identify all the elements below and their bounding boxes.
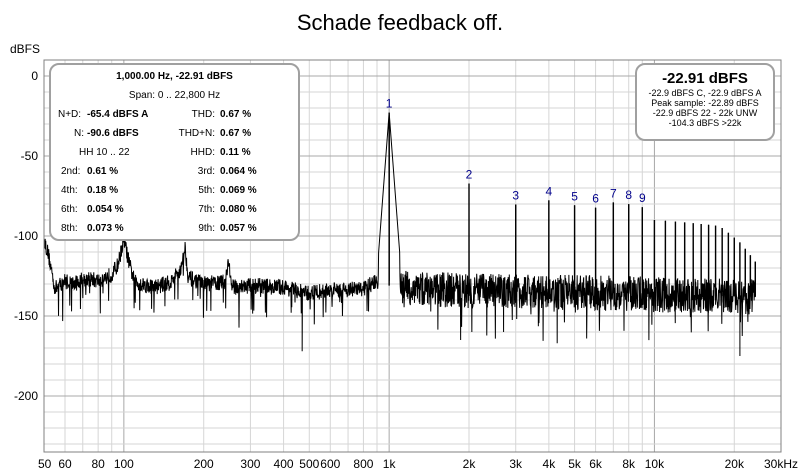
x-tick-label: 20k: [725, 457, 745, 471]
thd-value: 0.67 %: [220, 109, 252, 120]
h2-label: 2nd:: [61, 166, 81, 177]
level-line-4: -104.3 dBFS >22k: [668, 118, 742, 128]
harmonic-label: 2: [466, 168, 473, 182]
h9-label: 9th:: [198, 223, 215, 234]
x-tick-label: 5k: [568, 457, 582, 471]
h4-label: 4th:: [61, 185, 78, 196]
chart-title: Schade feedback off.: [297, 10, 503, 35]
x-tick-label: 10k: [645, 457, 665, 471]
distortion-info-box: 1,000.00 Hz, -22.91 dBFS Span: 0 .. 22,8…: [49, 63, 300, 241]
harmonic-label: 8: [625, 188, 632, 202]
level-line-2: Peak sample: -22.89 dBFS: [651, 98, 759, 108]
y-tick-label: -100: [14, 229, 38, 243]
level-line-1: -22.9 dBFS C, -22.9 dBFS A: [648, 88, 762, 98]
thdn-value: 0.67 %: [220, 128, 252, 139]
x-tick-labels: 50 60 80 100 200 300 400 500 600 800 1k 2k 3k 4k 5k 6k 8…: [38, 457, 798, 471]
x-tick-label: 6k: [589, 457, 603, 471]
h9-value: 0.057 %: [220, 223, 257, 234]
x-tick-label: 4k: [543, 457, 557, 471]
harmonic-label: 6: [592, 192, 599, 206]
n-value: -90.6 dBFS: [87, 128, 139, 139]
hhd-label: HHD:: [190, 147, 215, 158]
h3-value: 0.064 %: [220, 166, 257, 177]
x-tick-label: 8k: [622, 457, 636, 471]
nd-value: -65.4 dBFS A: [87, 109, 149, 120]
x-tick-label: 800: [353, 457, 373, 471]
thd-label: THD:: [191, 109, 215, 120]
x-tick-label: 200: [194, 457, 214, 471]
plot-border: [43, 59, 782, 453]
x-tick-label: 400: [274, 457, 294, 471]
h6-label: 6th:: [61, 204, 78, 215]
h7-label: 7th:: [198, 204, 215, 215]
hh-label: HH 10 .. 22: [79, 147, 130, 158]
x-tick-label: 80: [91, 457, 105, 471]
h3-label: 3rd:: [197, 166, 215, 177]
h4-value: 0.18 %: [87, 185, 119, 196]
spectrum-trace: [43, 112, 756, 357]
info-span: Span: 0 .. 22,800 Hz: [128, 90, 221, 101]
y-tick-label: -150: [14, 309, 38, 323]
harmonic-label: 4: [546, 184, 553, 198]
x-tick-label: 300: [240, 457, 260, 471]
x-tick-label: 60: [58, 457, 72, 471]
harmonic-label: 1: [386, 97, 393, 111]
h8-value: 0.073 %: [87, 223, 124, 234]
h2-value: 0.61 %: [87, 166, 119, 177]
y-tick-label: -200: [14, 389, 38, 403]
y-tick-label: -50: [21, 149, 39, 163]
n-label: N:: [74, 128, 84, 139]
x-tick-label: 100: [114, 457, 134, 471]
harmonic-labels: 1 2 3 4 5 6 7 8 9: [386, 97, 646, 206]
level-main: -22.91 dBFS: [662, 70, 748, 87]
harmonic-label: 7: [610, 186, 617, 200]
level-box: -22.91 dBFS -22.9 dBFS C, -22.9 dBFS A P…: [635, 63, 775, 141]
h6-value: 0.054 %: [87, 204, 124, 215]
x-tick-label: 500: [299, 457, 319, 471]
hhd-value: 0.11 %: [220, 147, 251, 158]
h5-value: 0.069 %: [220, 185, 257, 196]
x-tick-label: 30kHz: [764, 457, 798, 471]
info-header: 1,000.00 Hz, -22.91 dBFS: [116, 71, 233, 82]
harmonic-peaks: [388, 112, 756, 297]
x-tick-label: 50: [38, 457, 52, 471]
harmonic-label: 3: [512, 188, 519, 202]
h5-label: 5th:: [198, 185, 215, 196]
nd-label: N+D:: [58, 109, 82, 120]
level-line-3: -22.9 dBFS 22 - 22k UNW: [652, 108, 758, 118]
h8-label: 8th:: [61, 223, 78, 234]
h7-value: 0.080 %: [220, 204, 257, 215]
y-axis-label: dBFS: [10, 42, 40, 56]
x-tick-label: 1k: [383, 457, 397, 471]
harmonic-label: 9: [639, 191, 646, 205]
x-tick-label: 2k: [463, 457, 477, 471]
x-tick-label: 600: [320, 457, 340, 471]
harmonic-label: 5: [571, 189, 578, 203]
y-tick-label: 0: [31, 69, 38, 83]
y-tick-labels: 0 -50 -100 -150 -200: [14, 69, 38, 403]
thdn-label: THD+N:: [178, 128, 215, 139]
x-tick-label: 3k: [509, 457, 523, 471]
